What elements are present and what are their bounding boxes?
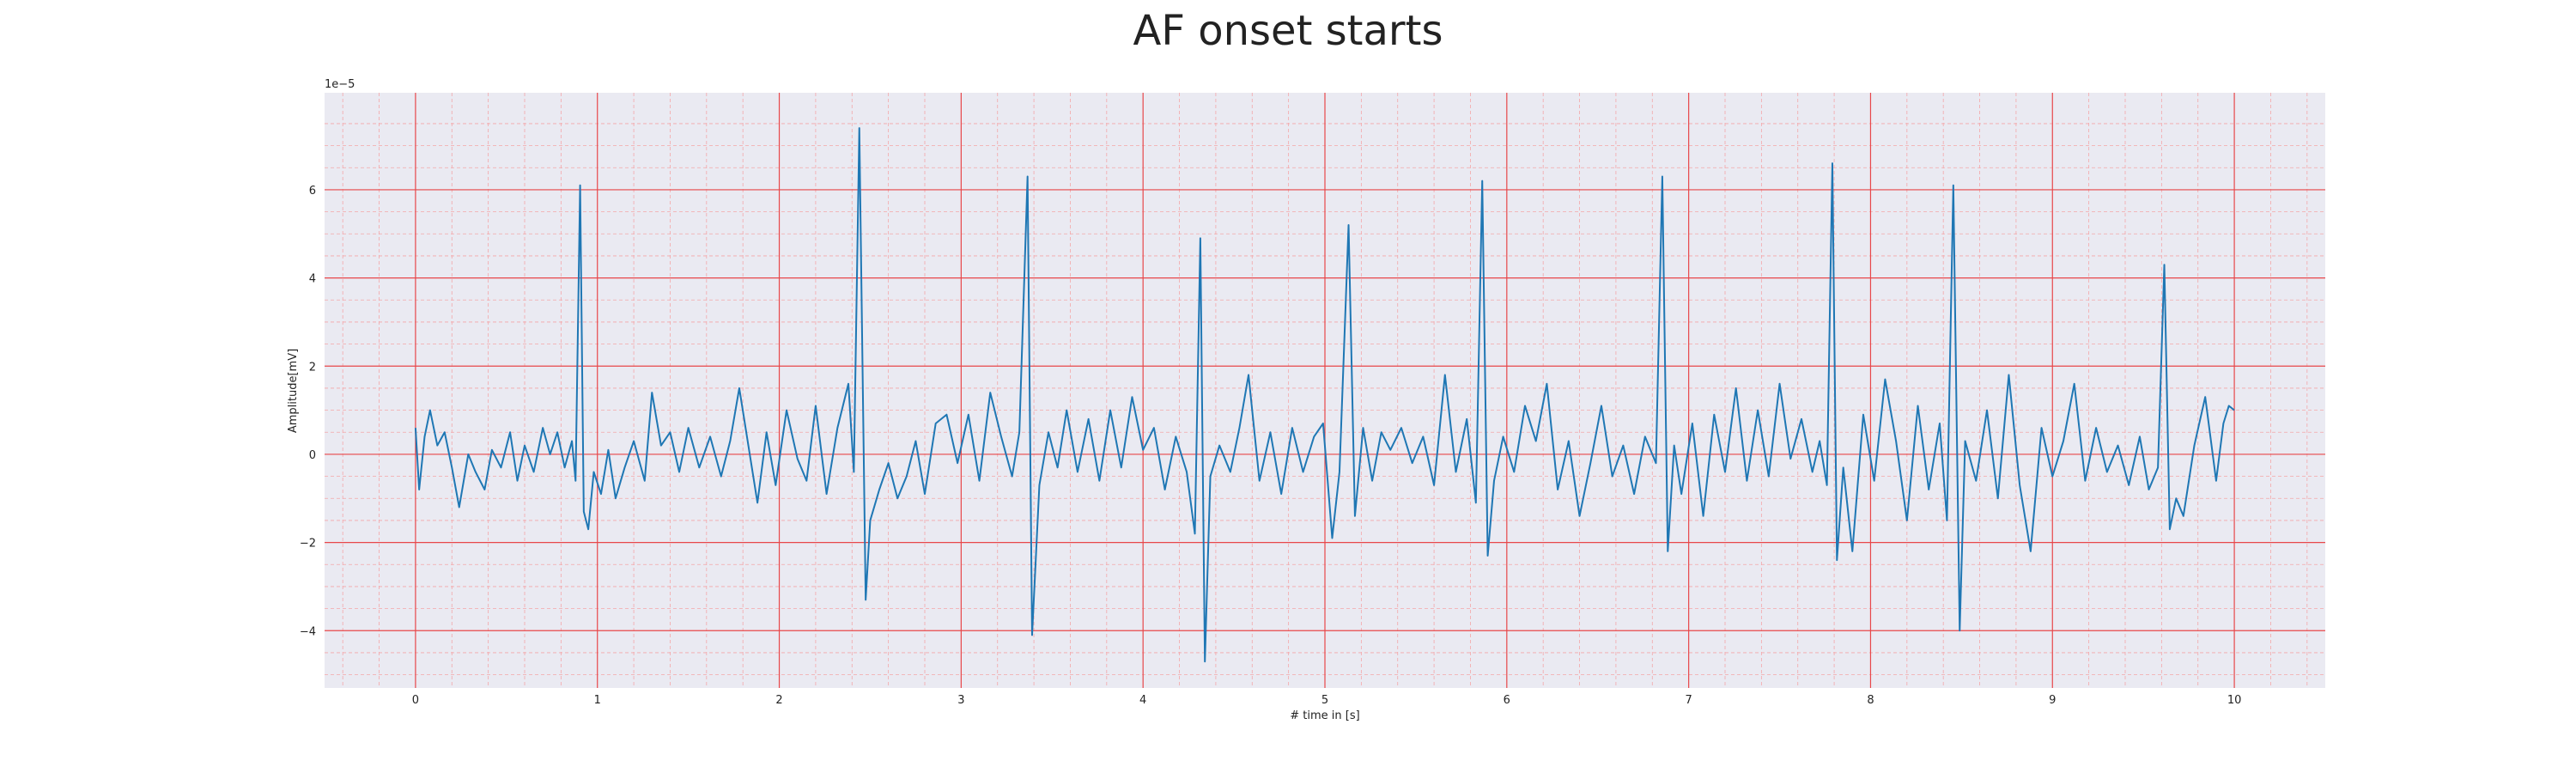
x-axis-label: # time in [s] [1290,709,1359,722]
x-tick-label: 1 [594,694,601,707]
x-tick-label: 9 [2049,694,2056,707]
x-tick-labels: 0 1 2 3 4 5 6 7 8 9 10 [412,694,2242,707]
x-tick-label: 4 [1139,694,1146,707]
y-tick-label: −4 [300,625,316,638]
x-tick-label: 2 [775,694,782,707]
y-tick-label: 6 [309,185,316,198]
x-tick-label: 3 [957,694,964,707]
ecg-signal-line [414,127,2235,663]
x-tick-label: 6 [1504,694,1510,707]
y-tick-label: −2 [300,538,316,551]
x-tick-label: 10 [2227,694,2242,707]
y-offset-label: 1e−5 [325,78,355,91]
x-tick-label: 5 [1321,694,1328,707]
major-grid [325,93,2325,688]
series-layer [414,127,2235,663]
x-tick-label: 0 [412,694,419,707]
y-tick-label: 0 [309,449,316,462]
y-axis-label: Amplitude[mV] [287,349,300,433]
chart-title: AF onset starts [1133,7,1443,55]
y-tick-label: 2 [309,361,316,374]
x-tick-label: 8 [1867,694,1874,707]
y-tick-labels: −4 −2 0 2 4 6 [300,185,316,638]
y-tick-label: 4 [309,273,316,286]
x-tick-label: 7 [1685,694,1692,707]
